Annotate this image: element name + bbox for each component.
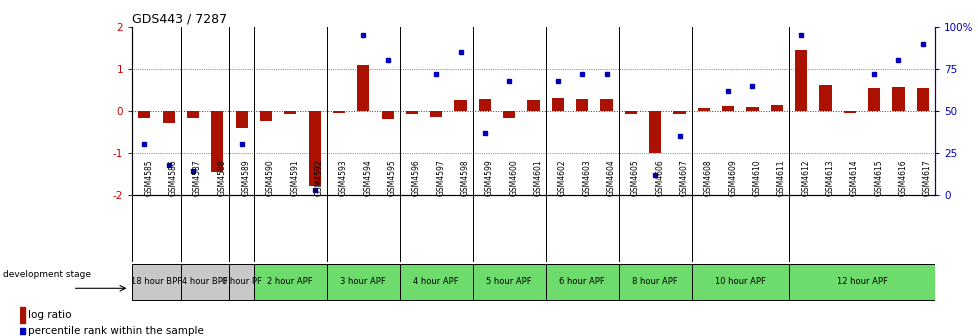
Bar [794,50,807,111]
Bar [236,111,247,128]
Bar [138,111,151,119]
Text: GSM4604: GSM4604 [606,160,615,196]
Text: 8 hour APF: 8 hour APF [632,277,678,286]
Text: GSM4594: GSM4594 [363,160,372,196]
Text: log ratio: log ratio [28,310,71,320]
Text: GSM4603: GSM4603 [582,160,591,196]
Text: 18 hour BPF: 18 hour BPF [131,277,182,286]
FancyBboxPatch shape [399,264,472,300]
FancyBboxPatch shape [472,264,545,300]
FancyBboxPatch shape [327,264,399,300]
Bar [259,111,272,121]
Text: GSM4597: GSM4597 [436,160,445,196]
Text: GSM4593: GSM4593 [338,160,347,196]
Bar [429,111,442,117]
Text: GDS443 / 7287: GDS443 / 7287 [132,13,227,26]
Bar [600,99,612,111]
Bar [454,100,467,111]
FancyBboxPatch shape [132,264,181,300]
Bar [624,111,637,114]
Text: GSM4610: GSM4610 [752,160,761,196]
Text: GSM4602: GSM4602 [557,160,566,196]
Bar [284,111,296,114]
Bar [381,111,393,119]
Bar [867,88,879,111]
Bar [745,107,758,111]
FancyBboxPatch shape [253,264,327,300]
Bar [722,106,734,111]
Text: GSM4614: GSM4614 [849,160,858,196]
Bar [843,111,855,113]
Text: GSM4612: GSM4612 [800,160,810,196]
Text: 12 hour APF: 12 hour APF [835,277,886,286]
Bar [503,111,514,119]
Text: 5 hour APF: 5 hour APF [486,277,531,286]
Text: GSM4617: GSM4617 [922,160,931,196]
Bar [892,86,904,111]
FancyBboxPatch shape [788,264,934,300]
FancyBboxPatch shape [181,264,229,300]
Bar [20,307,25,323]
Text: GSM4596: GSM4596 [412,160,421,196]
Bar [819,85,830,111]
Text: GSM4605: GSM4605 [630,160,640,196]
Text: 4 hour BPF: 4 hour BPF [182,277,228,286]
Text: GSM4599: GSM4599 [484,160,493,196]
Text: GSM4601: GSM4601 [533,160,542,196]
Text: GSM4586: GSM4586 [168,160,177,196]
Bar [187,111,199,119]
Text: GSM4609: GSM4609 [728,160,736,196]
Bar [575,99,588,111]
FancyBboxPatch shape [691,264,788,300]
FancyBboxPatch shape [618,264,691,300]
Text: percentile rank within the sample: percentile rank within the sample [28,326,204,336]
Bar [211,111,223,172]
Bar [697,108,709,111]
Text: 3 hour APF: 3 hour APF [340,277,385,286]
Text: GSM4615: GSM4615 [873,160,882,196]
Bar [333,111,344,113]
Text: GSM4585: GSM4585 [144,160,154,196]
FancyBboxPatch shape [545,264,618,300]
Bar [406,111,418,114]
Text: GSM4588: GSM4588 [217,160,226,196]
Bar [478,99,491,111]
Text: GSM4592: GSM4592 [314,160,324,196]
Bar [648,111,660,153]
Bar [770,104,782,111]
Text: GSM4607: GSM4607 [679,160,688,196]
Text: 2 hour APF: 2 hour APF [267,277,313,286]
Bar [357,65,369,111]
Text: 4 hour APF: 4 hour APF [413,277,459,286]
Bar [308,111,321,186]
Text: GSM4589: GSM4589 [242,160,250,196]
Text: development stage: development stage [3,270,91,279]
Text: 6 hour APF: 6 hour APF [558,277,604,286]
Text: 0 hour PF: 0 hour PF [221,277,261,286]
Bar [673,111,685,114]
Text: GSM4606: GSM4606 [654,160,663,196]
Text: GSM4613: GSM4613 [824,160,833,196]
Bar [527,100,539,111]
Bar [915,88,928,111]
Text: GSM4616: GSM4616 [898,160,907,196]
Text: GSM4595: GSM4595 [387,160,396,196]
Text: 10 hour APF: 10 hour APF [714,277,765,286]
Bar [162,111,174,123]
Text: GSM4587: GSM4587 [193,160,201,196]
Text: GSM4611: GSM4611 [776,160,785,196]
Bar [552,98,563,111]
Text: GSM4591: GSM4591 [290,160,299,196]
Text: GSM4608: GSM4608 [703,160,712,196]
FancyBboxPatch shape [229,264,253,300]
Text: GSM4600: GSM4600 [509,160,517,196]
Text: GSM4598: GSM4598 [460,160,469,196]
Text: GSM4590: GSM4590 [266,160,275,196]
